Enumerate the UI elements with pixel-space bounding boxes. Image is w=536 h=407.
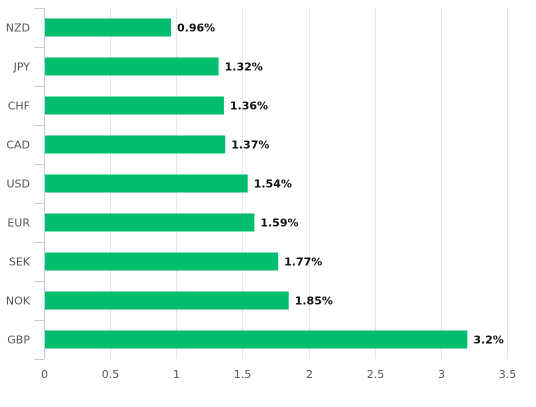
axes bbox=[34, 8, 45, 360]
data-label: 3.2% bbox=[473, 334, 504, 347]
x-tick-label: 0.5 bbox=[102, 368, 120, 381]
category-label: JPY bbox=[13, 61, 31, 74]
data-label: 1.32% bbox=[225, 61, 263, 74]
x-tick-label: 1 bbox=[173, 368, 180, 381]
x-tick-label: 1.5 bbox=[234, 368, 252, 381]
x-tick-label: 3.5 bbox=[499, 368, 517, 381]
data-label: 1.59% bbox=[260, 217, 298, 230]
bar-chf bbox=[45, 96, 224, 115]
category-label: EUR bbox=[7, 217, 30, 230]
category-label: CHF bbox=[8, 100, 30, 113]
bar-usd bbox=[45, 174, 248, 193]
data-label: 1.77% bbox=[284, 256, 322, 269]
data-label: 0.96% bbox=[177, 22, 215, 35]
bar-sek bbox=[45, 252, 279, 271]
labels: 0 0.5 1 1.5 2 2.5 3 3.5 NZD 0.96% JPY 1.32% CHF 1.36%… bbox=[6, 22, 516, 382]
bar-nok bbox=[45, 291, 289, 310]
bar-jpy bbox=[45, 57, 219, 76]
category-label: SEK bbox=[9, 256, 31, 269]
bars bbox=[45, 18, 468, 349]
category-label: GBP bbox=[7, 334, 30, 347]
data-label: 1.36% bbox=[230, 100, 268, 113]
category-label: NZD bbox=[6, 22, 30, 35]
x-tick-label: 0 bbox=[41, 368, 48, 381]
bar-nzd bbox=[45, 18, 171, 37]
x-tick-label: 2.5 bbox=[367, 368, 385, 381]
category-label: USD bbox=[6, 178, 30, 191]
data-label: 1.37% bbox=[231, 139, 269, 152]
x-tick-label: 2 bbox=[306, 368, 313, 381]
category-label: CAD bbox=[6, 139, 30, 152]
bar-eur bbox=[45, 213, 255, 232]
bar-cad bbox=[45, 135, 226, 154]
bar-gbp bbox=[45, 330, 468, 349]
data-label: 1.85% bbox=[295, 295, 333, 308]
data-label: 1.54% bbox=[254, 178, 292, 191]
category-label: NOK bbox=[6, 295, 31, 308]
x-tick-label: 3 bbox=[438, 368, 445, 381]
